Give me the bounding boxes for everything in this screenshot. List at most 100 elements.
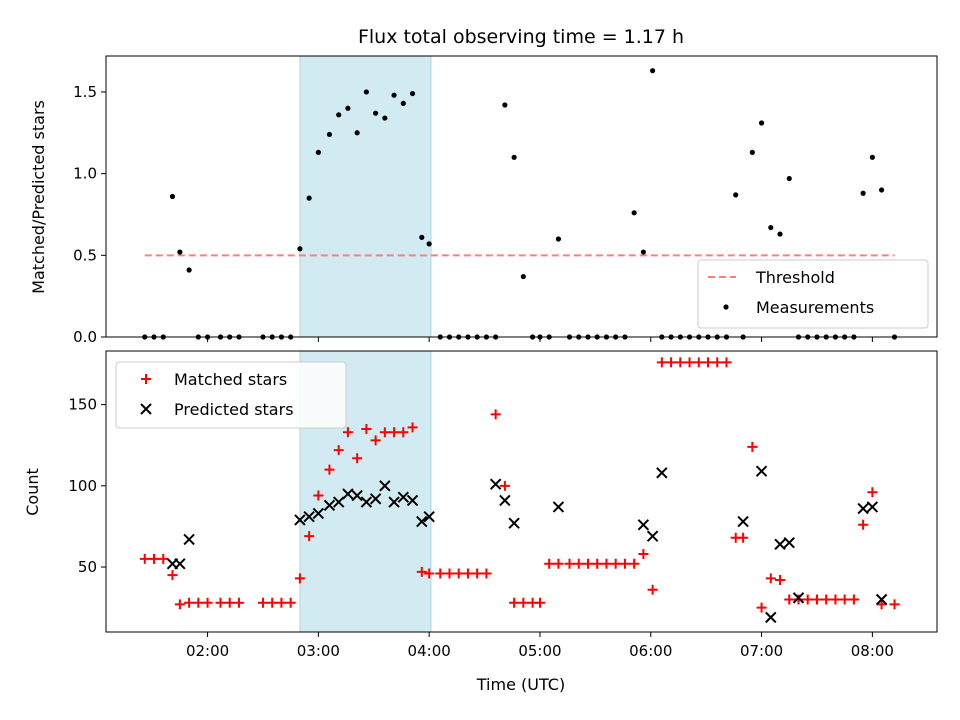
top-panel: 0.0 0.5 1.0 1.5 Threshold Measurements bbox=[73, 55, 938, 346]
matched-star-point bbox=[490, 409, 501, 420]
x-tick-label: 08:00 bbox=[851, 642, 894, 660]
matched-star-point bbox=[858, 519, 869, 530]
matched-star-point bbox=[775, 575, 786, 586]
x-tick-label: 05:00 bbox=[518, 642, 561, 660]
matched-star-point bbox=[202, 597, 213, 608]
matched-star-point bbox=[889, 599, 900, 610]
measurement-point bbox=[502, 102, 508, 108]
matched-star-point bbox=[184, 597, 195, 608]
y-tick-label: 1.0 bbox=[73, 165, 97, 183]
matched-star-point bbox=[167, 570, 178, 581]
predicted-star-point bbox=[388, 496, 400, 508]
matched-star-point bbox=[304, 531, 315, 542]
measurement-point bbox=[363, 89, 369, 95]
predicted-star-point bbox=[656, 467, 668, 479]
matched-star-point bbox=[435, 568, 446, 579]
measurement-point bbox=[400, 100, 406, 106]
measurement-point bbox=[169, 193, 176, 200]
matched-star-point bbox=[472, 568, 483, 579]
predicted-star-point bbox=[499, 494, 511, 507]
measurement-point bbox=[640, 249, 646, 255]
predicted-star-point bbox=[423, 510, 435, 523]
predicted-star-point bbox=[294, 514, 306, 526]
y-tick-label: 50 bbox=[78, 558, 97, 576]
matched-star-point bbox=[453, 568, 464, 579]
matched-star-point bbox=[638, 549, 649, 560]
matched-star-point bbox=[684, 357, 695, 368]
y-tick-label: 1.5 bbox=[73, 83, 97, 101]
measurement-point bbox=[520, 273, 526, 280]
matched-star-point bbox=[174, 599, 185, 610]
matched-star-point bbox=[656, 357, 667, 368]
predicted-star-point bbox=[765, 611, 777, 624]
predicted-star-point bbox=[866, 501, 879, 513]
legend-measurement-swatch bbox=[723, 304, 729, 310]
predicted-star-point bbox=[397, 491, 410, 503]
bottom-ylabel: Count bbox=[23, 468, 42, 516]
predicted-star-point bbox=[774, 538, 786, 550]
legend-label: Threshold bbox=[755, 268, 835, 287]
legend-matched-swatch bbox=[141, 374, 151, 384]
top-ylabel: Matched/Predicted stars bbox=[29, 100, 48, 294]
legend-box bbox=[115, 361, 347, 429]
matched-star-point bbox=[149, 553, 160, 564]
matched-star-point bbox=[811, 594, 822, 605]
chart-title: Flux total observing time = 1.17 h bbox=[358, 26, 684, 48]
matched-star-point bbox=[139, 553, 150, 564]
predicted-star-point bbox=[360, 496, 373, 508]
matched-star-point bbox=[276, 597, 287, 608]
predicted-star-point bbox=[857, 502, 869, 515]
matched-star-point bbox=[257, 597, 268, 608]
measurement-point bbox=[777, 231, 783, 237]
matched-star-point bbox=[839, 594, 850, 605]
measurement-point bbox=[733, 192, 739, 198]
measurement-point bbox=[650, 68, 656, 74]
matched-star-point bbox=[534, 597, 545, 608]
matched-star-point bbox=[666, 357, 677, 368]
matched-star-point bbox=[765, 573, 776, 584]
measurement-point bbox=[749, 149, 755, 155]
predicted-star-point bbox=[379, 480, 391, 492]
matched-star-point bbox=[158, 553, 169, 564]
measurement-point bbox=[869, 154, 875, 160]
measurement-point bbox=[758, 120, 765, 126]
matched-star-point bbox=[370, 435, 381, 446]
matched-star-point bbox=[647, 584, 658, 595]
y-tick-label: 150 bbox=[68, 396, 97, 414]
predicted-star-point bbox=[637, 519, 650, 531]
measurement-point bbox=[315, 149, 321, 155]
matched-star-point bbox=[848, 594, 859, 605]
matched-star-point bbox=[582, 558, 593, 569]
measurement-point bbox=[786, 175, 792, 182]
measurement-point bbox=[419, 234, 425, 240]
matched-star-point bbox=[215, 597, 226, 608]
matched-star-point bbox=[867, 487, 878, 498]
matched-star-point bbox=[398, 427, 409, 438]
matched-star-point bbox=[703, 357, 714, 368]
observing-window-span bbox=[299, 55, 432, 338]
measurement-point bbox=[373, 110, 379, 116]
matched-star-point bbox=[802, 594, 813, 605]
matched-star-point bbox=[544, 558, 555, 569]
y-tick-label: 100 bbox=[68, 477, 97, 495]
plot-frame bbox=[105, 55, 938, 338]
bottom-panel: 02:00 03:00 04:00 05:00 06:00 07:00 08:00 50 100… bbox=[68, 350, 938, 660]
matched-star-point bbox=[499, 480, 510, 491]
measurement-point bbox=[177, 249, 183, 255]
matched-star-point bbox=[352, 453, 363, 464]
matched-star-point bbox=[876, 599, 887, 610]
x-tick-label: 03:00 bbox=[297, 642, 340, 660]
predicted-star-point bbox=[508, 517, 520, 529]
matched-star-point bbox=[592, 558, 603, 569]
matched-star-point bbox=[564, 558, 575, 569]
measurement-point bbox=[409, 90, 416, 97]
predicted-star-point bbox=[552, 501, 565, 513]
matched-star-point bbox=[285, 597, 296, 608]
matched-star-point bbox=[444, 568, 455, 579]
predicted-star-point bbox=[489, 478, 502, 490]
measurement-point bbox=[326, 131, 333, 138]
matched-star-point bbox=[462, 568, 473, 579]
predicted-star-point bbox=[783, 536, 795, 549]
y-tick-label: 0.5 bbox=[73, 246, 97, 264]
